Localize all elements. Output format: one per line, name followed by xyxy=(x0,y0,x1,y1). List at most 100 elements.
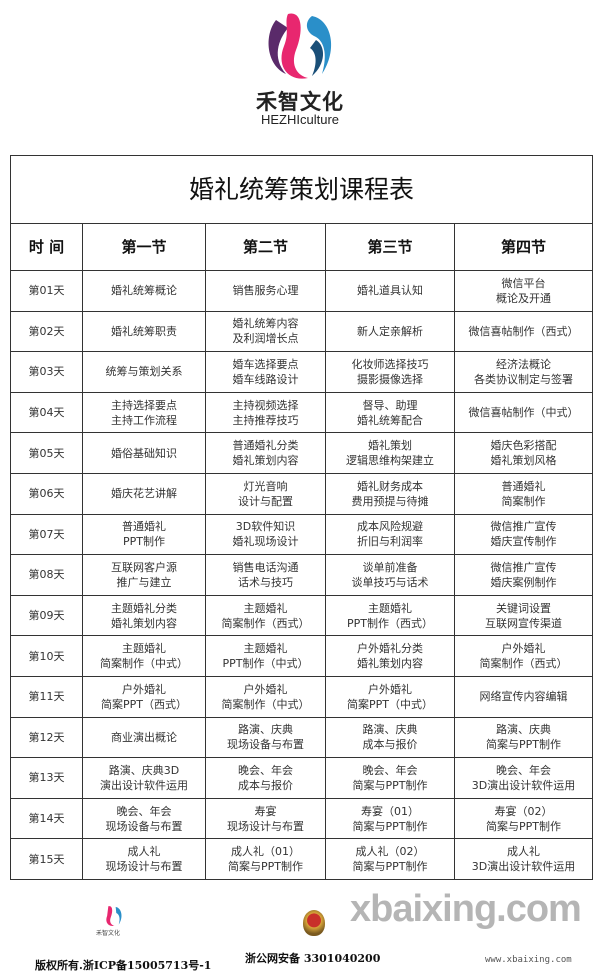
day-cell: 第02天 xyxy=(10,310,83,353)
lesson-cell: 路演、庆典 成本与报价 xyxy=(325,716,455,759)
lesson-cell: 普通婚礼分类 婚礼策划内容 xyxy=(205,432,326,474)
column-header: 第二节 xyxy=(205,223,326,271)
day-cell: 第01天 xyxy=(10,270,83,312)
lesson-cell: 婚礼策划 逻辑思维构架建立 xyxy=(325,432,455,474)
brand-name-en: HEZHIculture xyxy=(260,112,340,127)
lesson-cell: 婚礼统筹内容 及利润增长点 xyxy=(205,310,326,353)
day-cell: 第03天 xyxy=(10,351,83,393)
lesson-cell: 路演、庆典3D 演出设计软件运用 xyxy=(82,757,206,799)
table-row: 第15天 成人礼 现场设计与布置 成人礼（01） 简案与PPT制作 成人礼（02） 简… xyxy=(10,838,593,880)
day-cell: 第15天 xyxy=(10,838,83,880)
lesson-cell: 婚俗基础知识 xyxy=(82,432,206,474)
lesson-cell: 微信推广宣传 婚庆案例制作 xyxy=(454,554,593,596)
small-logo-icon xyxy=(106,906,122,926)
lesson-cell: 成人礼 现场设计与布置 xyxy=(82,838,206,880)
day-cell: 第04天 xyxy=(10,391,83,434)
lesson-cell: 主题婚礼 简案制作（中式） xyxy=(82,635,206,677)
lesson-cell: 网络宣传内容编辑 xyxy=(454,675,593,718)
copyright-text: 版权所有.浙ICP备15005713号-1 xyxy=(35,959,212,972)
lesson-cell: 户外婚礼 简案制作（西式） xyxy=(454,635,593,677)
lesson-cell: 婚庆花艺讲解 xyxy=(82,472,206,515)
lesson-cell: 婚庆色彩搭配 婚礼策划风格 xyxy=(454,432,593,474)
column-header: 第三节 xyxy=(325,223,455,271)
lesson-cell: 路演、庆典 现场设备与布置 xyxy=(205,716,326,759)
lesson-cell: 关键词设置 互联网宣传渠道 xyxy=(454,594,593,637)
small-logo-text: 禾智文化 xyxy=(96,930,121,937)
watermark: xbaixing.com xyxy=(350,888,582,930)
day-cell: 第12天 xyxy=(10,716,83,759)
lesson-cell: 灯光音响 设计与配置 xyxy=(205,472,326,515)
lesson-cell: 婚礼道具认知 xyxy=(325,270,455,312)
lesson-cell: 婚礼统筹概论 xyxy=(82,270,206,312)
table-row: 第14天 晚会、年会 现场设备与布置 寿宴 现场设计与布置 寿宴（01） 简案与PPT… xyxy=(10,797,593,840)
day-cell: 第08天 xyxy=(10,554,83,596)
lesson-cell: 互联网客户源 推广与建立 xyxy=(82,554,206,596)
day-cell: 第06天 xyxy=(10,472,83,515)
lesson-cell: 3D软件知识 婚礼现场设计 xyxy=(205,513,326,556)
table-row: 第07天 普通婚礼 PPT制作 3D软件知识 婚礼现场设计 成本风险规避 折旧与利润率… xyxy=(10,513,593,556)
lesson-cell: 主题婚礼分类 婚礼策划内容 xyxy=(82,594,206,637)
lesson-cell: 寿宴（01） 简案与PPT制作 xyxy=(325,797,455,840)
lesson-cell: 户外婚礼 简案PPT（西式） xyxy=(82,675,206,718)
lesson-cell: 寿宴（02） 简案与PPT制作 xyxy=(454,797,593,840)
lesson-cell: 主持选择要点 主持工作流程 xyxy=(82,391,206,434)
lesson-cell: 微信推广宣传 婚庆宣传制作 xyxy=(454,513,593,556)
table-row: 第09天 主题婚礼分类 婚礼策划内容 主题婚礼 简案制作（西式） 主题婚礼 PPT制作… xyxy=(10,594,593,637)
lesson-cell: 晚会、年会 现场设备与布置 xyxy=(82,797,206,840)
course-schedule-table: 婚礼统筹策划课程表 时 间第一节 第二节 第三节 第四节 第01天 婚礼统筹概论 销售服务… xyxy=(10,155,593,880)
lesson-cell: 户外婚礼分类 婚礼策划内容 xyxy=(325,635,455,677)
day-cell: 第11天 xyxy=(10,675,83,718)
brand-name-cn: 禾智文化 xyxy=(256,90,344,114)
day-cell: 第09天 xyxy=(10,594,83,637)
hezhi-logo-icon xyxy=(268,13,332,79)
lesson-cell: 婚礼统筹职责 xyxy=(82,310,206,353)
lesson-cell: 主题婚礼 PPT制作（西式） xyxy=(325,594,455,637)
lesson-cell: 晚会、年会 简案与PPT制作 xyxy=(325,757,455,799)
lesson-cell: 销售服务心理 xyxy=(205,270,326,312)
table-row: 第05天 婚俗基础知识 普通婚礼分类 婚礼策划内容 婚礼策划 逻辑思维构架建立 婚庆色彩… xyxy=(10,432,593,474)
lesson-cell: 婚礼财务成本 费用预提与待摊 xyxy=(325,472,455,515)
lesson-cell: 经济法概论 各类协议制定与签署 xyxy=(454,351,593,393)
lesson-cell: 寿宴 现场设计与布置 xyxy=(205,797,326,840)
lesson-cell: 化妆师选择技巧 摄影摄像选择 xyxy=(325,351,455,393)
column-header: 第一节 xyxy=(82,223,206,271)
lesson-cell: 微信喜帖制作（西式） xyxy=(454,310,593,353)
lesson-cell: 成本风险规避 折旧与利润率 xyxy=(325,513,455,556)
lesson-cell: 商业演出概论 xyxy=(82,716,206,759)
day-cell: 第13天 xyxy=(10,757,83,799)
table-row: 第08天 互联网客户源 推广与建立 销售电话沟通 话术与技巧 谈单前准备 谈单技巧与话… xyxy=(10,554,593,596)
lesson-cell: 路演、庆典 简案与PPT制作 xyxy=(454,716,593,759)
table-row: 第06天 婚庆花艺讲解 灯光音响 设计与配置 婚礼财务成本 费用预提与待摊 普通婚礼 简… xyxy=(10,472,593,515)
lesson-cell: 新人定亲解析 xyxy=(325,310,455,353)
day-cell: 第10天 xyxy=(10,635,83,677)
lesson-cell: 晚会、年会 成本与报价 xyxy=(205,757,326,799)
lesson-cell: 普通婚礼 简案制作 xyxy=(454,472,593,515)
column-header: 时 间 xyxy=(10,223,83,271)
day-cell: 第07天 xyxy=(10,513,83,556)
table-row: 第13天 路演、庆典3D 演出设计软件运用 晚会、年会 成本与报价 晚会、年会 简案与… xyxy=(10,757,593,799)
lesson-cell: 成人礼 3D演出设计软件运用 xyxy=(454,838,593,880)
table-row: 第10天 主题婚礼 简案制作（中式） 主题婚礼 PPT制作（中式） 户外婚礼分类 婚礼… xyxy=(10,635,593,677)
watermark-url: www.xbaixing.com xyxy=(485,955,572,965)
lesson-cell: 晚会、年会 3D演出设计软件运用 xyxy=(454,757,593,799)
lesson-cell: 主持视频选择 主持推荐技巧 xyxy=(205,391,326,434)
day-cell: 第05天 xyxy=(10,432,83,474)
table-row: 第11天 户外婚礼 简案PPT（西式） 户外婚礼 简案制作（中式） 户外婚礼 简案PP… xyxy=(10,675,593,718)
lesson-cell: 销售电话沟通 话术与技巧 xyxy=(205,554,326,596)
lesson-cell: 普通婚礼 PPT制作 xyxy=(82,513,206,556)
table-title: 婚礼统筹策划课程表 xyxy=(10,155,593,224)
header-row: 时 间第一节 第二节 第三节 第四节 xyxy=(10,223,593,271)
lesson-cell: 微信平台 概论及开通 xyxy=(454,270,593,312)
lesson-cell: 户外婚礼 简案制作（中式） xyxy=(205,675,326,718)
table-row: 第04天 主持选择要点 主持工作流程 主持视频选择 主持推荐技巧 督导、助理 婚礼统筹… xyxy=(10,391,593,434)
lesson-cell: 成人礼（01） 简案与PPT制作 xyxy=(205,838,326,880)
lesson-cell: 婚车选择要点 婚车线路设计 xyxy=(205,351,326,393)
lesson-cell: 谈单前准备 谈单技巧与话术 xyxy=(325,554,455,596)
police-record-text: 浙公网安备 3301040200 xyxy=(245,952,381,965)
lesson-cell: 主题婚礼 简案制作（西式） xyxy=(205,594,326,637)
table-row: 第03天 统筹与策划关系 婚车选择要点 婚车线路设计 化妆师选择技巧 摄影摄像选择 经济… xyxy=(10,351,593,393)
column-header: 第四节 xyxy=(454,223,593,271)
police-badge-icon xyxy=(303,910,325,936)
table-row: 第12天 商业演出概论 路演、庆典 现场设备与布置 路演、庆典 成本与报价 路演、庆典 … xyxy=(10,716,593,759)
lesson-cell: 成人礼（02） 简案与PPT制作 xyxy=(325,838,455,880)
